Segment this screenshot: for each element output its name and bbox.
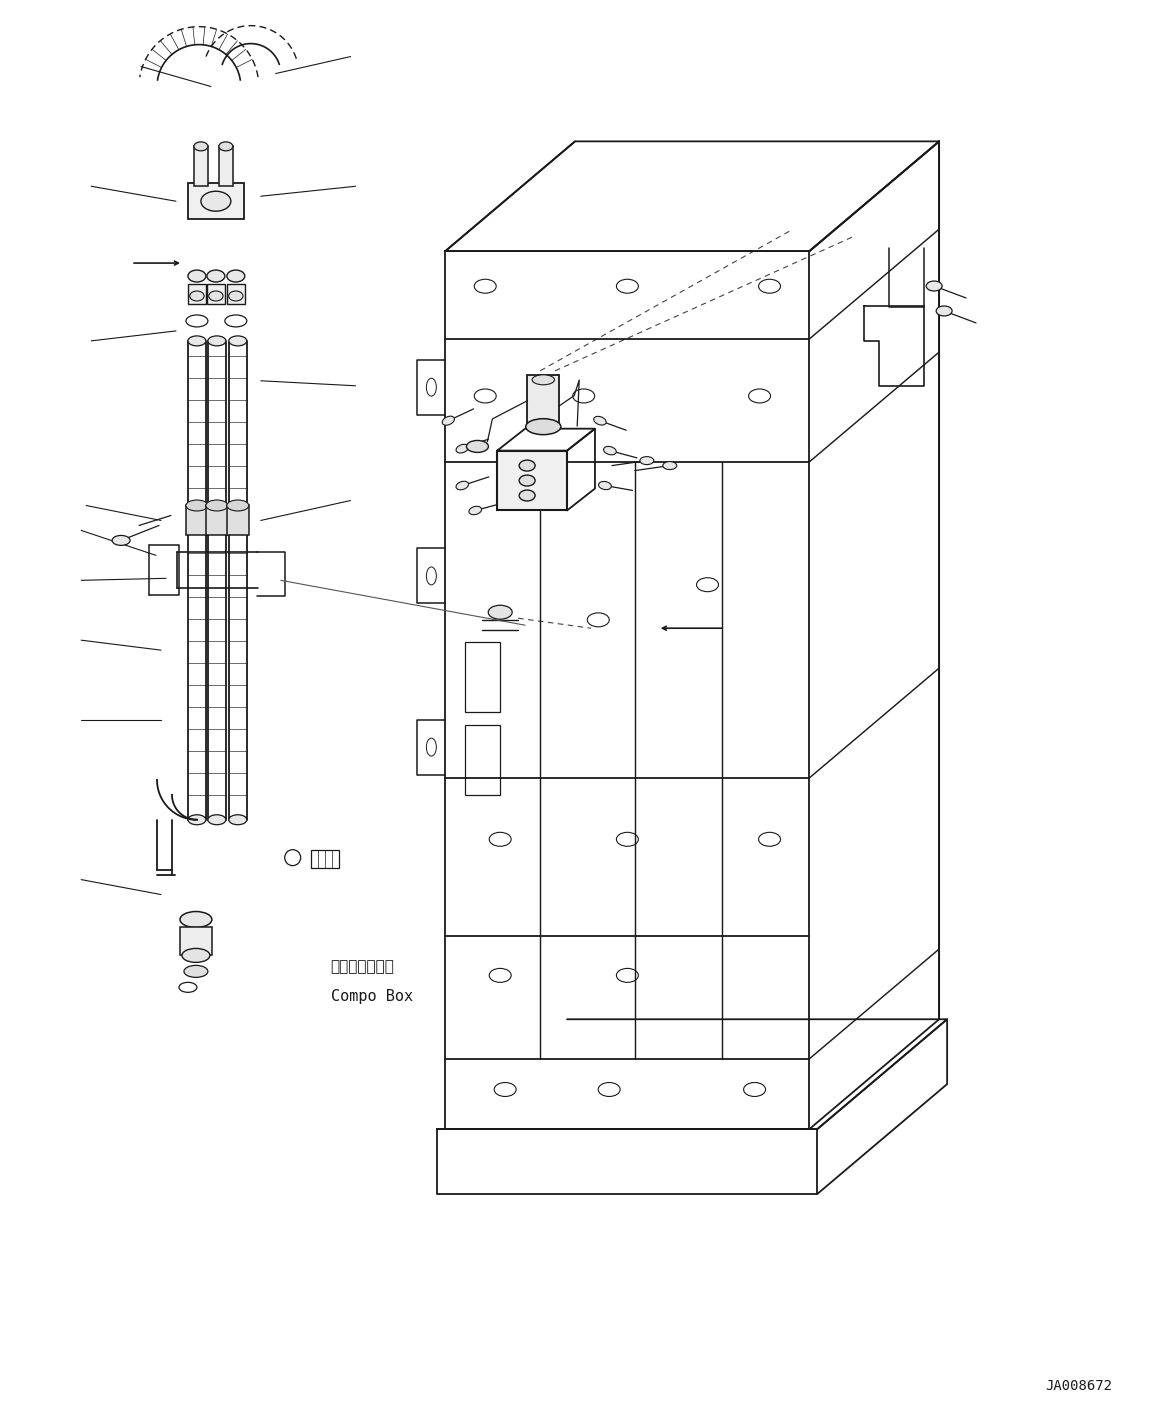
Ellipse shape — [456, 444, 469, 453]
Bar — [207, 283, 224, 303]
Bar — [180, 927, 212, 956]
Bar — [498, 450, 568, 510]
Ellipse shape — [188, 336, 206, 346]
Ellipse shape — [526, 419, 561, 434]
Ellipse shape — [112, 535, 130, 545]
Ellipse shape — [604, 446, 616, 454]
Ellipse shape — [466, 440, 488, 453]
Ellipse shape — [456, 481, 469, 490]
Ellipse shape — [926, 281, 942, 290]
Ellipse shape — [201, 191, 230, 211]
Bar — [206, 506, 228, 535]
Ellipse shape — [519, 460, 535, 471]
Ellipse shape — [208, 815, 226, 824]
Ellipse shape — [219, 142, 233, 151]
Ellipse shape — [194, 142, 208, 151]
Ellipse shape — [227, 271, 244, 282]
Ellipse shape — [229, 815, 247, 824]
Ellipse shape — [593, 416, 606, 424]
Ellipse shape — [207, 271, 224, 282]
Bar — [311, 850, 338, 867]
Ellipse shape — [208, 336, 226, 346]
Text: Compo Box: Compo Box — [330, 990, 413, 1004]
Ellipse shape — [442, 416, 455, 426]
Bar — [227, 506, 249, 535]
Bar — [227, 283, 244, 303]
Bar — [186, 506, 208, 535]
Ellipse shape — [640, 457, 654, 464]
Bar — [188, 184, 244, 219]
Ellipse shape — [488, 605, 512, 619]
Ellipse shape — [180, 911, 212, 927]
Ellipse shape — [533, 375, 555, 384]
Bar — [465, 725, 500, 795]
Ellipse shape — [190, 290, 204, 300]
Text: JA008672: JA008672 — [1046, 1380, 1112, 1393]
Ellipse shape — [229, 290, 243, 300]
Ellipse shape — [206, 500, 228, 511]
Ellipse shape — [186, 500, 208, 511]
Ellipse shape — [208, 290, 223, 300]
Ellipse shape — [227, 500, 249, 511]
Bar — [527, 375, 559, 427]
Ellipse shape — [519, 490, 535, 501]
Ellipse shape — [936, 306, 952, 316]
Ellipse shape — [469, 507, 481, 514]
Bar — [219, 147, 233, 187]
Text: コンボボックス: コンボボックス — [330, 960, 394, 974]
Ellipse shape — [663, 461, 677, 470]
Bar — [188, 283, 206, 303]
Bar — [194, 147, 208, 187]
Ellipse shape — [181, 948, 209, 963]
Ellipse shape — [188, 815, 206, 824]
Ellipse shape — [599, 481, 612, 490]
Ellipse shape — [229, 336, 247, 346]
Ellipse shape — [184, 965, 208, 977]
Ellipse shape — [188, 271, 206, 282]
Bar — [465, 642, 500, 712]
Ellipse shape — [519, 476, 535, 486]
